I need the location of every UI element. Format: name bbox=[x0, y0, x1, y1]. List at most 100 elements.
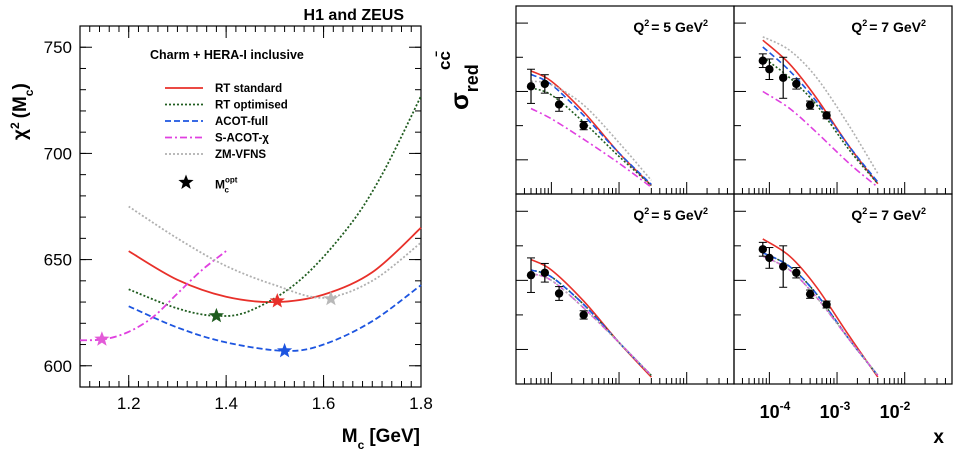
curve-rt-standard bbox=[530, 70, 652, 187]
data-point bbox=[792, 268, 801, 277]
data-point bbox=[822, 300, 831, 309]
data-point bbox=[792, 79, 801, 89]
curve-s-acot bbox=[762, 255, 879, 376]
legend-label-rt-standard: RT standard bbox=[215, 83, 282, 95]
curve-rt-standard bbox=[762, 238, 879, 378]
data-point bbox=[765, 253, 774, 263]
legend-label-rt-optimised: RT optimised bbox=[215, 100, 288, 112]
x-tick-label: 1.6 bbox=[312, 394, 336, 413]
series-line-s-acot bbox=[79, 250, 227, 342]
curve-acot-full bbox=[530, 73, 652, 185]
curve-zm-vfns bbox=[762, 255, 879, 376]
x-tick-label: 10-3 bbox=[820, 399, 851, 422]
curve-acot-full bbox=[530, 269, 652, 376]
data-point bbox=[540, 79, 550, 89]
legend-label-optimum-sub: c bbox=[224, 186, 229, 195]
y-axis-label: σred bbox=[444, 64, 482, 110]
legend-label-optimum: Mopt c bbox=[215, 176, 238, 195]
curve-zm-vfns bbox=[762, 36, 879, 174]
series-line-zm-vfns bbox=[128, 205, 422, 299]
optimum-star-rt-optimised bbox=[208, 307, 224, 323]
y-tick-label: 600 bbox=[44, 357, 72, 376]
x-tick-label-exponent: -4 bbox=[780, 399, 791, 413]
data-point bbox=[554, 100, 564, 109]
panel-3: Q2 = 5 GeV2 bbox=[515, 193, 735, 385]
curve-acot-full bbox=[762, 251, 879, 376]
plot-frame bbox=[79, 25, 422, 388]
panel-title-q-sup: 2 bbox=[862, 18, 867, 28]
panel-1: Q2 = 5 GeV2 bbox=[515, 5, 735, 195]
x-tick-label: 10-4 bbox=[760, 399, 791, 422]
chart-title: H1 and ZEUS bbox=[304, 7, 405, 24]
data-point bbox=[765, 65, 774, 74]
curve-acot-full bbox=[762, 46, 879, 183]
panel-title-value: = 7 GeV bbox=[869, 207, 921, 223]
y-axis-label-superscript: cc̄ bbox=[435, 51, 454, 70]
y-tick-label: 700 bbox=[44, 144, 72, 163]
x-tick-label-base: 10 bbox=[820, 402, 840, 422]
panel-4: Q2 = 7 GeV2 bbox=[733, 193, 953, 385]
legend-label-acot-full: ACOT-full bbox=[215, 116, 268, 128]
data-point bbox=[526, 270, 536, 280]
legend-star-icon bbox=[178, 174, 194, 189]
x-tick-label: 10-2 bbox=[880, 399, 911, 422]
panel-title: Q2 = 5 GeV2 bbox=[633, 206, 708, 223]
data-point bbox=[822, 111, 831, 120]
panel-title-value-sup: 2 bbox=[703, 18, 708, 28]
panel-title-q: Q bbox=[633, 207, 644, 223]
legend: RT standard RT optimised ACOT-full S-ACOT-χ… bbox=[165, 83, 288, 195]
curve-rt-optimised bbox=[762, 251, 879, 376]
panel-title-value: = 5 GeV bbox=[651, 207, 703, 223]
panel-title-value: = 7 GeV bbox=[869, 19, 921, 35]
x-tick-label: 1.4 bbox=[214, 394, 238, 413]
panel-2: Q2 = 7 GeV2 bbox=[733, 5, 953, 195]
data-point bbox=[526, 82, 536, 91]
panel-title-value: = 5 GeV bbox=[651, 19, 703, 35]
legend-label-optimum-sup: opt bbox=[225, 176, 238, 185]
legend-label-zm-vfns: ZM-VFNS bbox=[215, 149, 266, 161]
panel-title-q-sup: 2 bbox=[644, 18, 649, 28]
panel-title-q: Q bbox=[633, 19, 644, 35]
y-axis-label: χ2(Mc) bbox=[8, 83, 36, 140]
series-line-rt-standard bbox=[128, 227, 422, 304]
legend-label-s-acot: S-ACOT-χ bbox=[215, 133, 269, 145]
optimum-star-zm-vfns bbox=[323, 290, 339, 306]
data-point bbox=[579, 310, 588, 320]
x-axis-label: x bbox=[933, 427, 944, 448]
data-point bbox=[778, 262, 788, 271]
y-tick-label: 650 bbox=[44, 251, 72, 270]
optimum-star-s-acot bbox=[94, 331, 110, 346]
x-tick-labels: 10-4 10-3 10-2 bbox=[760, 399, 911, 422]
data-point bbox=[758, 245, 768, 254]
axes: 1.2 1.4 1.6 1.8 600 650 700 750 bbox=[44, 25, 433, 413]
panel-title-q-sup: 2 bbox=[862, 206, 867, 216]
optimum-star-rt-standard bbox=[269, 293, 285, 308]
panel-title-value-sup: 2 bbox=[921, 18, 926, 28]
data-point bbox=[540, 268, 550, 277]
x-tick-label: 1.8 bbox=[409, 394, 433, 413]
panel-frame bbox=[733, 193, 953, 385]
chi2-vs-mc-chart: H1 and ZEUS Charm + HERA-I inclusive 1.2… bbox=[8, 7, 433, 452]
panel-title-q: Q bbox=[851, 207, 862, 223]
legend-label-optimum-main: M bbox=[215, 178, 225, 192]
x-tick-label: 1.2 bbox=[117, 394, 141, 413]
optimum-markers bbox=[94, 290, 339, 358]
data-point bbox=[778, 73, 788, 82]
panel-title-q-sup: 2 bbox=[644, 206, 649, 216]
panel-title-value-sup: 2 bbox=[703, 206, 708, 216]
data-point bbox=[579, 121, 588, 130]
curve-zm-vfns bbox=[530, 272, 652, 376]
x-tick-label-exponent: -3 bbox=[840, 399, 851, 413]
optimum-star-acot-full bbox=[277, 342, 293, 358]
panel-title-value-sup: 2 bbox=[921, 206, 926, 216]
curve-rt-standard bbox=[530, 258, 652, 378]
curve-s-acot bbox=[762, 90, 879, 188]
panel-title: Q2 = 7 GeV2 bbox=[851, 206, 926, 223]
curve-rt-optimised bbox=[762, 56, 879, 185]
chart-subtitle: Charm + HERA-I inclusive bbox=[150, 48, 304, 62]
data-point bbox=[805, 289, 815, 299]
data-point bbox=[758, 56, 768, 65]
